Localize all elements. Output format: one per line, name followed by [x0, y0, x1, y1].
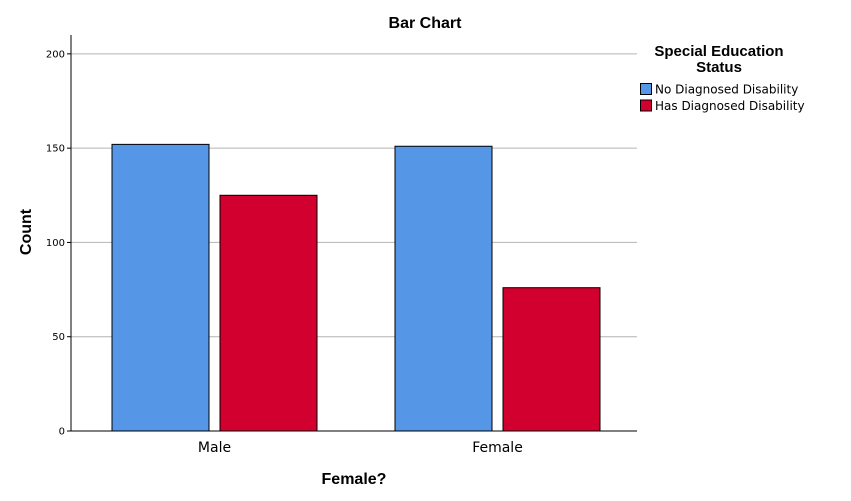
y-tick-label: 200	[46, 49, 65, 60]
bars	[111, 143, 601, 432]
axes	[70, 35, 637, 432]
bar-female-series-1	[394, 145, 493, 432]
legend-swatch	[640, 99, 652, 112]
legend: Special Education Status No Diagnosed Di…	[640, 43, 805, 113]
legend-swatch	[640, 83, 652, 95]
y-tick-label: 0	[59, 427, 65, 438]
legend-label: Has Diagnosed Disability	[655, 99, 805, 113]
y-axis-title: Count	[18, 208, 35, 255]
bar-male-series-2	[219, 194, 318, 432]
x-axis-title: Female?	[322, 471, 387, 488]
legend-items: No Diagnosed Disability Has Diagnosed Dis…	[640, 83, 805, 113]
y-tick-labels: 0 50 100 150 200	[46, 49, 71, 438]
bar-female-series-2	[502, 287, 601, 432]
legend-title-line-2: Status	[696, 59, 742, 76]
y-tick-label: 50	[52, 332, 65, 343]
x-category-label: Female	[472, 440, 523, 456]
x-category-labels: Male Female	[198, 440, 523, 456]
legend-title-line-1: Special Education	[654, 43, 783, 60]
x-category-label: Male	[198, 440, 231, 456]
y-tick-label: 100	[46, 238, 65, 249]
chart-title: Bar Chart	[389, 15, 463, 32]
bar-male-series-1	[111, 143, 210, 432]
y-tick-label: 150	[46, 144, 65, 155]
legend-label: No Diagnosed Disability	[655, 83, 798, 97]
